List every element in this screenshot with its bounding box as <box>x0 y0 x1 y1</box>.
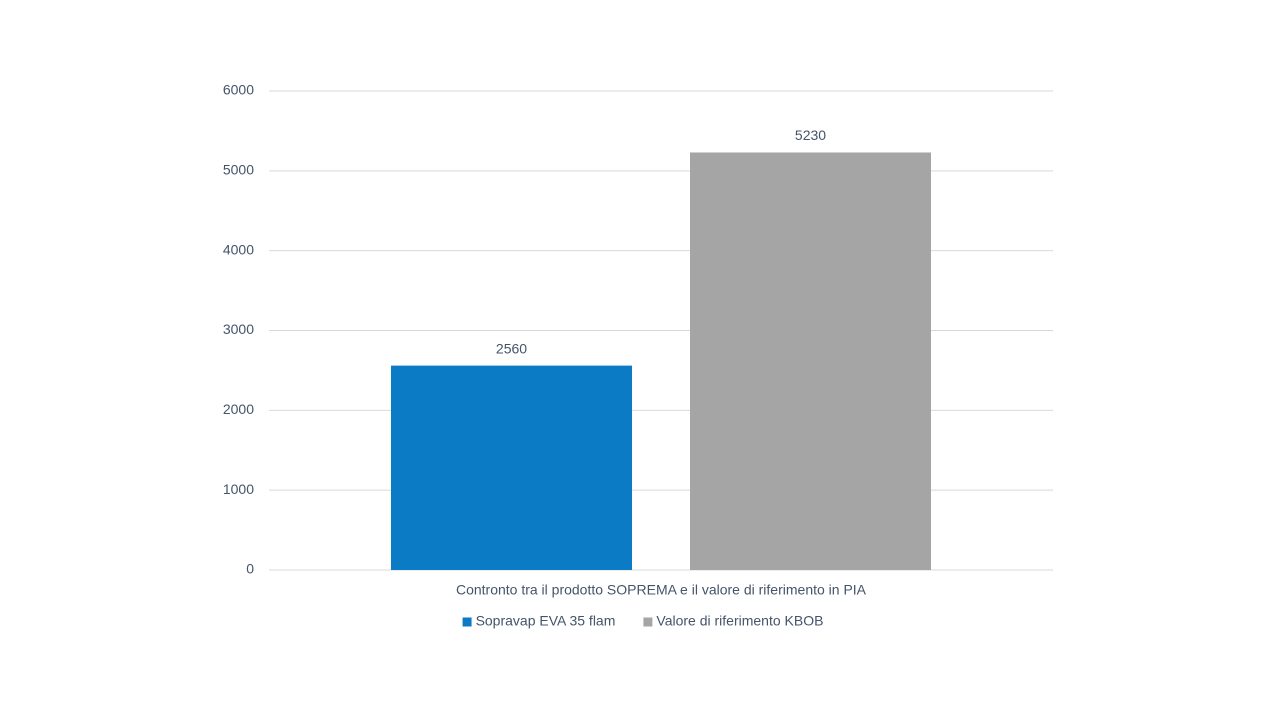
bar <box>391 365 632 570</box>
y-tick-label: 3000 <box>223 321 254 337</box>
legend-label: Sopravap EVA 35 flam <box>476 613 616 629</box>
legend-swatch <box>462 617 472 627</box>
bar <box>690 152 931 570</box>
data-label: 5230 <box>795 127 826 143</box>
y-tick-label: 5000 <box>223 162 254 178</box>
y-tick-label: 1000 <box>223 481 254 497</box>
y-tick-label: 2000 <box>223 401 254 417</box>
y-tick-label: 4000 <box>223 241 254 257</box>
y-tick-label: 0 <box>246 561 254 577</box>
data-label: 2560 <box>496 340 527 356</box>
legend-swatch <box>643 617 653 627</box>
x-tick-label: Contronto tra il prodotto SOPREMA e il v… <box>456 582 867 598</box>
legend-label: Valore di riferimento KBOB <box>656 613 823 629</box>
y-tick-label: 6000 <box>223 82 254 98</box>
